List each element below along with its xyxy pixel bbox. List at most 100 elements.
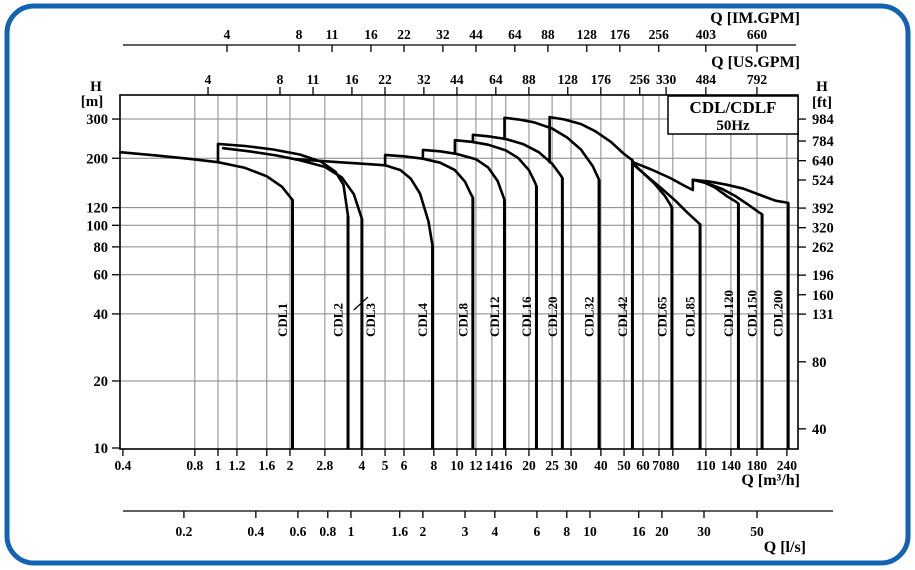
curve-CDL12 [421, 148, 506, 202]
m3h-tick-label: 2.8 [316, 458, 333, 473]
ls-tick-label: 8 [563, 524, 570, 539]
page-border [4, 3, 911, 566]
m3h-tick-label: 12 [469, 458, 483, 473]
us-gpm-tick-label: 22 [378, 72, 392, 87]
im-gpm-tick-label: 176 [610, 27, 631, 42]
m3h-tick-label: 2 [287, 458, 294, 473]
im-gpm-tick-label: 256 [649, 27, 670, 42]
m3h-tick-label: 30 [564, 458, 578, 473]
curve-CDL32 [503, 116, 601, 182]
im-gpm-tick-label: 22 [397, 27, 411, 42]
curve-CDL8 [383, 153, 475, 199]
us-gpm-tick-label: 44 [450, 72, 464, 87]
pump-label-CDL16: CDL16 [519, 296, 534, 337]
right-axis-title-unit: [ft] [812, 95, 832, 111]
right-axis-tick-label: 80 [812, 355, 827, 371]
pump-label-CDL2: CDL2 [331, 303, 346, 337]
right-axis-tick-label: 131 [812, 307, 834, 323]
m3h-tick-label: 14 [485, 458, 499, 473]
m3h-tick-label: 0.8 [186, 458, 203, 473]
m3h-tick-label: 25 [545, 458, 559, 473]
im-gpm-axis-title: Q [IM.GPM] [710, 10, 800, 27]
m3h-tick-label: 110 [696, 458, 716, 473]
m3h-tick-label: 140 [721, 458, 742, 473]
us-gpm-tick-label: 8 [277, 72, 284, 87]
curve-CDL150 [691, 178, 764, 216]
right-axis-tick-label: 640 [812, 154, 834, 170]
us-gpm-tick-label: 484 [696, 72, 717, 87]
m3h-tick-label: 60 [636, 458, 650, 473]
ls-tick-label: 0.8 [319, 524, 336, 539]
curve-CDL4 [293, 157, 434, 247]
m3h-tick-label: 1.6 [258, 458, 275, 473]
im-gpm-tick-label: 128 [577, 27, 598, 42]
us-gpm-tick-label: 330 [656, 72, 677, 87]
im-gpm-tick-label: 4 [224, 27, 231, 42]
ls-tick-label: 16 [632, 524, 646, 539]
plot-frame [119, 94, 799, 450]
m3h-tick-label: 10 [450, 458, 464, 473]
pump-label-CDL3: CDL3 [363, 303, 378, 337]
title-box [667, 95, 799, 135]
right-axis-tick-label: 524 [812, 173, 834, 189]
ls-tick-label: 1 [348, 524, 355, 539]
us-gpm-tick-label: 88 [522, 72, 536, 87]
m3h-axis-title: Q [m³/h] [741, 472, 800, 489]
m3h-tick-label: 40 [594, 458, 608, 473]
curve-CDL85 [631, 162, 702, 226]
left-axis-tick-label: 60 [94, 268, 109, 284]
us-gpm-tick-label: 128 [558, 72, 579, 87]
im-gpm-tick-label: 64 [508, 27, 522, 42]
right-axis-tick-label: 196 [812, 268, 834, 284]
us-gpm-tick-label: 176 [591, 72, 612, 87]
ls-tick-label: 4 [491, 524, 498, 539]
us-gpm-tick-label: 16 [345, 72, 359, 87]
m3h-tick-label: 180 [747, 458, 768, 473]
pump-label-CDL65: CDL65 [654, 296, 669, 337]
curve-CDL20 [471, 133, 564, 180]
right-axis-tick-label: 392 [812, 201, 834, 217]
im-gpm-tick-label: 88 [541, 27, 555, 42]
m3h-tick-label: 1.2 [228, 458, 245, 473]
left-axis-tick-label: 20 [94, 374, 109, 390]
im-gpm-tick-label: 11 [326, 27, 339, 42]
im-gpm-tick-label: 16 [364, 27, 378, 42]
m3h-tick-label: 16 [499, 458, 513, 473]
pump-label-CDL42: CDL42 [615, 297, 630, 337]
ls-tick-label: 0.4 [247, 524, 264, 539]
im-gpm-tick-label: 403 [696, 27, 717, 42]
pump-label-CDL1: CDL1 [275, 303, 290, 337]
left-axis-tick-label: 200 [86, 151, 108, 167]
pump-label-CDL8: CDL8 [455, 303, 470, 337]
ls-tick-label: 20 [655, 524, 669, 539]
ls-axis-title: Q [l/s] [764, 539, 806, 556]
m3h-tick-label: 5 [382, 458, 389, 473]
left-axis-title-h: H [90, 79, 102, 95]
curve-CDL2 [216, 142, 350, 218]
us-gpm-axis-title: Q [US.GPM] [711, 54, 800, 71]
m3h-tick-label: 80 [666, 458, 680, 473]
ls-tick-label: 2 [420, 524, 427, 539]
chart-title: CDL/CDLF [690, 98, 777, 117]
curve-CDL200 [691, 178, 790, 205]
us-gpm-tick-label: 4 [205, 72, 212, 87]
im-gpm-tick-label: 32 [436, 27, 450, 42]
ls-tick-label: 1.6 [391, 524, 408, 539]
pump-label-CDL32: CDL32 [582, 297, 597, 337]
m3h-tick-label: 4 [359, 458, 366, 473]
ls-tick-label: 0.6 [289, 524, 306, 539]
m3h-tick-label: 70 [652, 458, 666, 473]
right-axis-tick-label: 784 [812, 134, 834, 150]
us-gpm-tick-label: 11 [307, 72, 320, 87]
pump-label-CDL200: CDL200 [771, 290, 786, 337]
m3h-tick-label: 1 [215, 458, 222, 473]
im-gpm-tick-label: 44 [469, 27, 483, 42]
ls-tick-label: 50 [750, 524, 764, 539]
curve-CDL42 [548, 115, 634, 164]
us-gpm-tick-label: 792 [747, 72, 768, 87]
left-axis-title-unit: [m] [81, 94, 104, 110]
chart-subtitle: 50Hz [716, 118, 750, 134]
m3h-tick-label: 20 [522, 458, 536, 473]
